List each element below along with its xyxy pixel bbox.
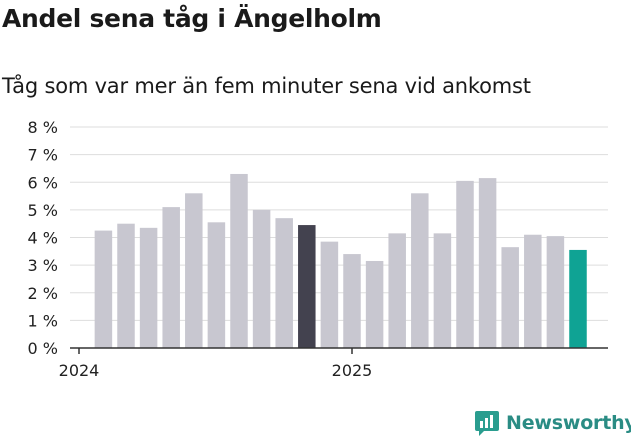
bar [94, 230, 113, 348]
bar [501, 247, 519, 348]
bar [230, 173, 248, 348]
bar [275, 218, 293, 348]
y-tick-label: 0 % [28, 339, 58, 358]
chart-title: Andel sena tåg i Ängelholm [2, 4, 382, 33]
y-tick-label: 3 % [28, 256, 58, 275]
y-tick-label: 2 % [28, 284, 58, 303]
x-tick-label: 2025 [332, 361, 373, 380]
x-tick-label: 2024 [59, 361, 100, 380]
bar [524, 234, 542, 348]
bar [388, 233, 406, 348]
newsworthy-logo: Newsworthy [474, 408, 631, 438]
newsworthy-logo-icon [475, 411, 499, 436]
bar [139, 227, 158, 348]
bar [546, 236, 565, 348]
y-tick-label: 6 % [28, 173, 58, 192]
y-tick-label: 7 % [28, 146, 58, 165]
newsworthy-logo-text: Newsworthy [506, 412, 631, 434]
bar [411, 193, 429, 348]
bar [569, 249, 587, 348]
y-tick-label: 8 % [28, 118, 58, 137]
chart-subtitle: Tåg som var mer än fem minuter sena vid … [2, 74, 531, 98]
bar [162, 207, 180, 348]
bar [185, 193, 203, 348]
y-tick-label: 5 % [28, 201, 58, 220]
bar [298, 225, 316, 348]
bar [433, 233, 452, 348]
bar [478, 178, 497, 348]
y-tick-label: 1 % [28, 311, 58, 330]
bar [117, 223, 135, 348]
bar-chart: 0 % 1 % 2 % 3 % 4 % 5 % 6 % 7 % 8 % 2024 2025 [28, 118, 608, 380]
bar [365, 260, 384, 348]
bar [456, 180, 474, 348]
bar [320, 241, 339, 348]
bar [207, 222, 226, 348]
y-tick-label: 4 % [28, 229, 58, 248]
bar [252, 209, 271, 348]
bar [343, 254, 361, 348]
